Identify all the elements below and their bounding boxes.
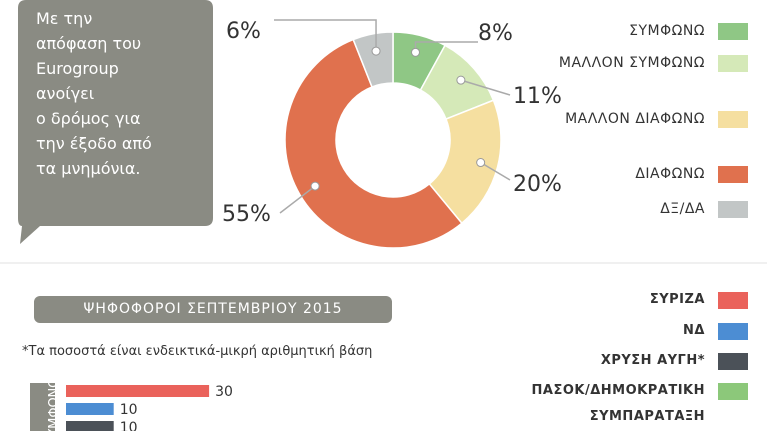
- legend-swatch: [718, 111, 748, 128]
- annotation-line: Με την: [36, 9, 93, 28]
- annotation-line: Eurogroup: [36, 59, 119, 78]
- annotation-line: απόφαση του: [36, 34, 142, 53]
- annotation-line: ανοίγει: [36, 84, 95, 103]
- leader-dot: [456, 75, 466, 85]
- data-label: 10: [120, 420, 138, 431]
- legend-label: ΣΥΡΙΖΑ: [649, 292, 705, 307]
- legend-label: ΔΙΑΦΩΝΩ: [635, 166, 705, 182]
- data-label: 10: [120, 402, 138, 418]
- legend-swatch: [718, 353, 748, 370]
- annotation-line: την έξοδο από: [36, 134, 152, 153]
- donut-slice: [352, 31, 394, 88]
- leader-dot: [476, 158, 486, 168]
- donut-slice: [284, 38, 463, 249]
- legend-label: ΣΥΜΦΩΝΩ: [629, 23, 705, 39]
- bar-title: ΨΗΦΟΦΟΡΟΙ ΣΕΠΤΕΜΒΡΙΟΥ 2015: [34, 296, 392, 323]
- annotation: Με την απόφαση του Eurogroup ανοίγει ο δρόμο…: [36, 6, 152, 181]
- leader-dot: [310, 181, 320, 191]
- legend-label: ΝΔ: [683, 323, 705, 338]
- legend-label: ΜΑΛΛΟΝ ΣΥΜΦΩΝΩ: [558, 55, 705, 71]
- bar: [66, 403, 114, 415]
- value-label: 11%: [513, 84, 562, 109]
- category-label: ΣΥΜΦΩΝΩ: [47, 383, 55, 431]
- leader-line: [480, 161, 511, 181]
- leader-dot: [371, 46, 381, 56]
- legend-label: ΧΡΥΣΗ ΑΥΓΗ*: [600, 353, 705, 368]
- callout-box: [18, 0, 213, 244]
- legend-swatch: [718, 292, 748, 309]
- legend-swatch: [718, 323, 748, 340]
- bar-subtitle: *Τα ποσοστά είναι ενδεικτικά-μικρή αριθμ…: [22, 344, 373, 359]
- legend-swatch: [718, 166, 748, 183]
- legend-swatch: [718, 383, 748, 400]
- legend-label: ΠΑΣΟΚ/ΔΗΜΟΚΡΑΤΙΚΗ ΣΥΜΠΑΡΑΤΑΞΗ: [531, 383, 705, 424]
- leader-line: [274, 19, 377, 52]
- value-label: 55%: [222, 202, 271, 227]
- category-box: ΣΥΜΦΩΝΩ: [30, 383, 55, 431]
- legend-swatch: [718, 55, 748, 72]
- leader-dot: [411, 47, 421, 57]
- legend-swatch: [718, 23, 748, 40]
- legend-swatch: [718, 201, 748, 218]
- value-label: 8%: [478, 21, 513, 46]
- value-label: 20%: [513, 172, 562, 197]
- data-label: 30: [215, 384, 233, 400]
- leader-line: [279, 185, 316, 214]
- legend-label: ΔΞ/ΔΑ: [660, 201, 705, 217]
- legend-label: ΜΑΛΛΟΝ ΔΙΑΦΩΝΩ: [565, 111, 705, 127]
- annotation-line: τα μνημόνια.: [36, 159, 141, 178]
- leader-line: [460, 79, 511, 96]
- value-label: 6%: [226, 19, 261, 44]
- bar: [66, 421, 114, 431]
- bar: [66, 385, 210, 397]
- annotation-line: ο δρόμος για: [36, 109, 141, 128]
